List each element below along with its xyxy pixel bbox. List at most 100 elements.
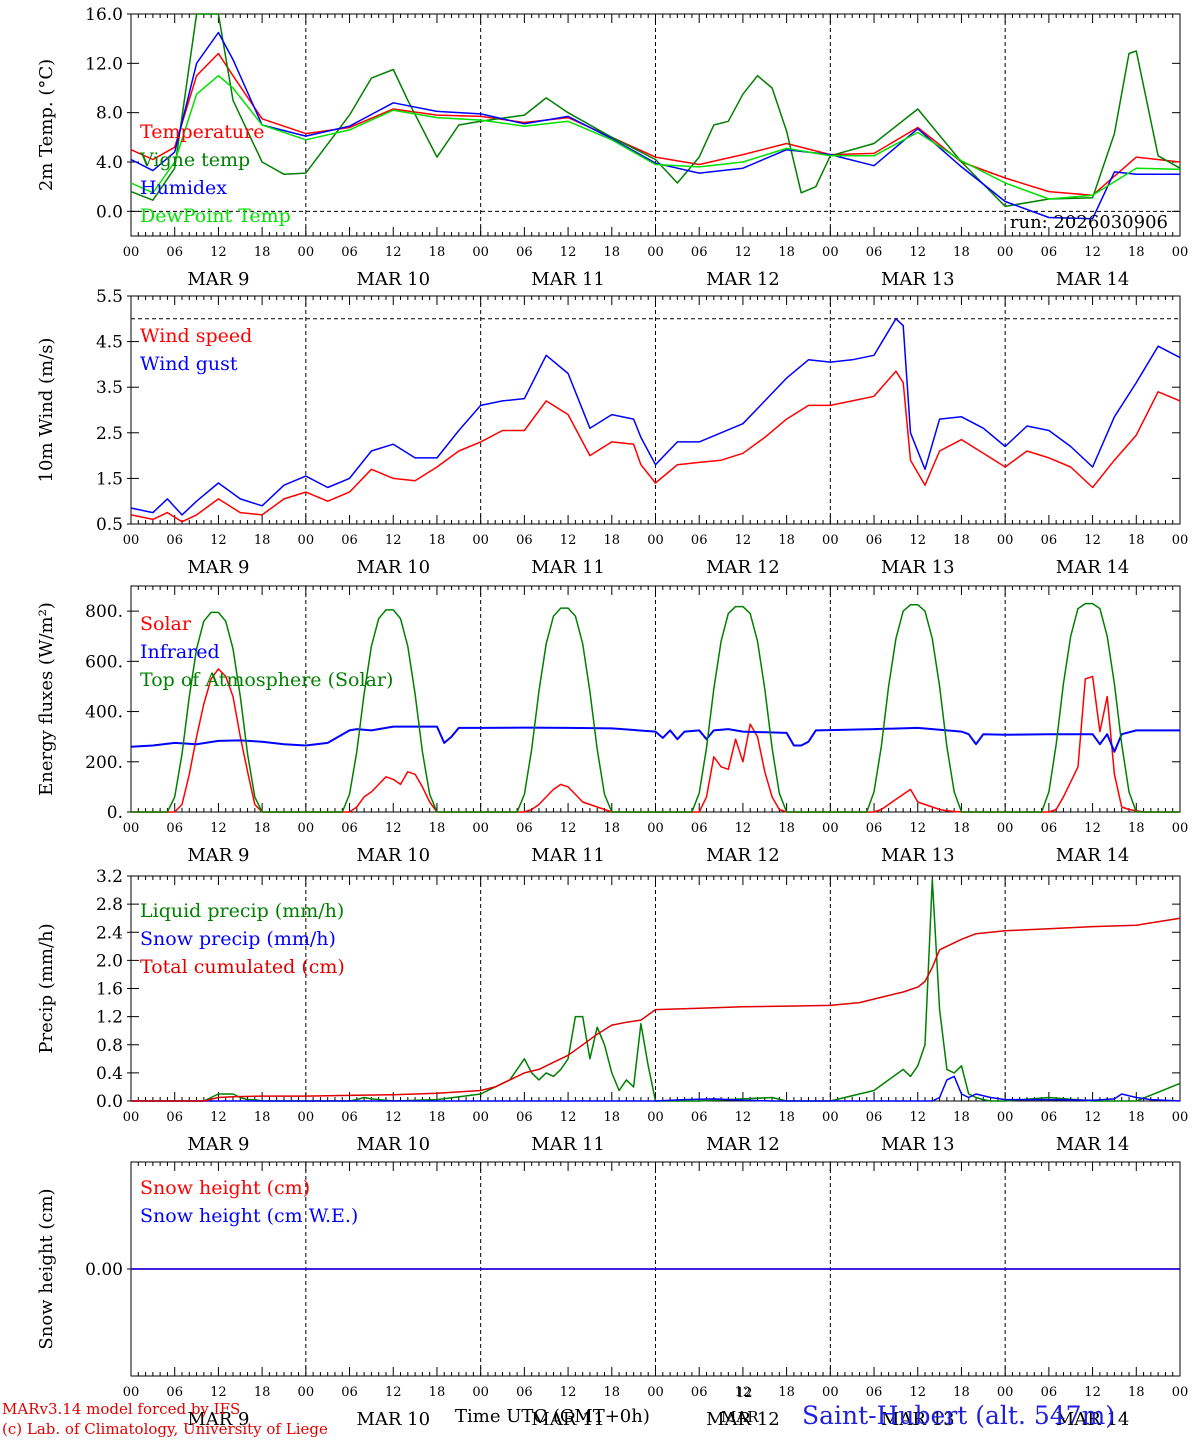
hour-tick-label: 12 (1084, 1385, 1101, 1400)
hour-tick-label: 18 (1128, 533, 1145, 548)
hour-tick-label: 00 (472, 533, 489, 548)
y-tick-label: 4.0 (96, 153, 123, 173)
series-line (130, 725, 1180, 753)
hour-tick-label: 06 (516, 533, 533, 548)
hour-tick-label: 00 (298, 1110, 315, 1125)
hour-tick-label: 00 (647, 1385, 664, 1400)
hour-tick-label: 12 (1084, 533, 1101, 548)
hour-tick-label: 18 (604, 821, 621, 836)
hour-tick-label: 06 (866, 1110, 883, 1125)
y-tick-label: 0.00 (85, 1260, 123, 1280)
day-label: MAR 9 (187, 1134, 249, 1155)
hour-tick-label: 00 (997, 1110, 1014, 1125)
hour-tick-label: 00 (1172, 245, 1189, 260)
hour-tick-label: 00 (647, 1110, 664, 1125)
day-label: MAR 14 (1056, 557, 1130, 578)
day-label: MAR 9 (187, 1409, 249, 1430)
hour-tick-label: 12 (385, 245, 402, 260)
hour-tick-label: 00 (1172, 533, 1189, 548)
hour-tick-label: 06 (866, 533, 883, 548)
hour-tick-label: 06 (1041, 245, 1058, 260)
hour-tick-label: 18 (429, 821, 446, 836)
hour-tick-label: 06 (691, 245, 708, 260)
day-label: MAR 13 (881, 269, 955, 290)
day-label: MAR 10 (356, 1134, 430, 1155)
y-axis-title: Precip (mm/h) (36, 923, 57, 1053)
series-line (131, 917, 1181, 1102)
legend-entry: Temperature (140, 121, 264, 143)
hour-tick-label: 18 (254, 245, 271, 260)
hour-tick-label: 12 (735, 245, 752, 260)
day-label: MAR 9 (187, 269, 249, 290)
day-label: MAR 11 (531, 269, 605, 290)
hour-tick-label: 00 (298, 533, 315, 548)
hour-tick-label: 18 (778, 1110, 795, 1125)
day-label: MAR 10 (356, 845, 430, 866)
legend-entry: Liquid precip (mm/h) (140, 900, 344, 922)
run-label: run: 2026030906 (1010, 212, 1168, 233)
legend-entry: DewPoint Temp (140, 205, 291, 227)
hour-tick-label: 12 (385, 1385, 402, 1400)
y-tick-label: 200. (85, 753, 123, 773)
hour-tick-label: 06 (166, 1110, 183, 1125)
legend-entry: Snow height (cm) (140, 1177, 310, 1199)
y-tick-label: 0.4 (96, 1064, 123, 1084)
y-axis-title: 10m Wind (m/s) (36, 338, 57, 483)
hour-tick-label: 06 (691, 1110, 708, 1125)
hour-tick-label: 00 (647, 533, 664, 548)
hour-tick-label: 18 (604, 245, 621, 260)
hour-tick-label: 12 (560, 1385, 577, 1400)
hour-tick-label: 00 (822, 1110, 839, 1125)
hour-tick-label: 00 (298, 245, 315, 260)
day-label: MAR 11 (531, 1409, 605, 1430)
hour-tick-label: 06 (1041, 821, 1058, 836)
hour-tick-label: 18 (778, 533, 795, 548)
day-label: MAR 13 (881, 845, 955, 866)
y-tick-label: 2.0 (96, 951, 123, 971)
day-label: MAR 12 (706, 557, 780, 578)
hour-tick-label: 12 (560, 245, 577, 260)
hour-tick-label: 00 (123, 1110, 140, 1125)
hour-tick-label: 00 (298, 821, 315, 836)
hour-tick-label: 00 (822, 245, 839, 260)
y-tick-label: 8.0 (96, 104, 123, 124)
hour-tick-label: 06 (516, 245, 533, 260)
hour-tick-label: 12 (210, 533, 227, 548)
hour-tick-label: 18 (429, 245, 446, 260)
hour-tick-label: 12 (560, 533, 577, 548)
legend-entry: Top of Atmosphere (Solar) (140, 669, 393, 691)
hour-tick-label: 12 (909, 533, 926, 548)
hour-tick-label: 18 (953, 533, 970, 548)
legend-entry: Snow precip (mm/h) (140, 928, 336, 950)
day-label: MAR 9 (187, 557, 249, 578)
hour-tick-label: 06 (866, 1385, 883, 1400)
hour-tick-label: 06 (866, 245, 883, 260)
hour-tick-label: 18 (254, 821, 271, 836)
series-line (130, 318, 1181, 516)
hour-tick-label: 06 (341, 821, 358, 836)
day-label: MAR 9 (187, 845, 249, 866)
y-tick-label: 0.5 (96, 515, 123, 535)
hour-tick-label: 00 (123, 1385, 140, 1400)
day-label: MAR 10 (356, 557, 430, 578)
hour-tick-label: 12 (385, 533, 402, 548)
y-tick-label: 1.5 (96, 469, 123, 489)
day-label: MAR 12 (706, 1134, 780, 1155)
y-tick-label: 2.8 (96, 895, 123, 915)
hour-tick-label: 18 (604, 1110, 621, 1125)
model-credit: MARv3.14 model forced by IFS (2, 1400, 241, 1418)
y-tick-label: 3.5 (96, 378, 123, 398)
hour-tick-label: 12 (210, 1385, 227, 1400)
hour-tick-label: 12 (909, 1385, 926, 1400)
hour-tick-label: 18 (953, 821, 970, 836)
hour-tick-label: 06 (166, 1385, 183, 1400)
legend-entry: Snow height (cm W.E.) (140, 1205, 358, 1227)
y-tick-label: 3.2 (96, 867, 123, 887)
hour-tick-label: 00 (647, 821, 664, 836)
hour-tick-label: 18 (1128, 1110, 1145, 1125)
y-tick-label: 1.6 (96, 980, 123, 1000)
day-label: MAR 12 (706, 269, 780, 290)
y-tick-label: 12.0 (85, 54, 123, 74)
day-label: MAR 12 (706, 845, 780, 866)
y-tick-label: 800. (85, 602, 123, 622)
